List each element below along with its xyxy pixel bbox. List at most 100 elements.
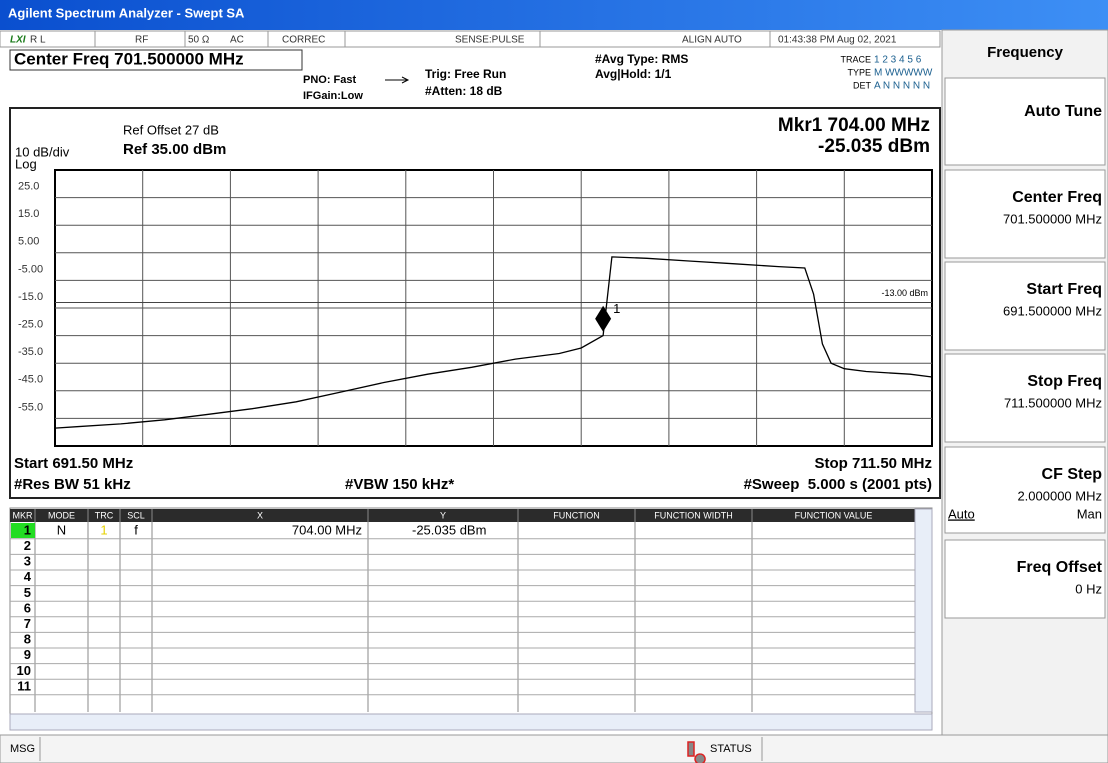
scale-type: Log bbox=[15, 156, 37, 171]
ref-offset: Ref Offset 27 dB bbox=[123, 122, 219, 137]
table-cell: 1 bbox=[100, 522, 107, 537]
message-bar bbox=[0, 734, 1108, 763]
table-cell: 4 bbox=[24, 569, 32, 584]
softkey[interactable] bbox=[944, 353, 1106, 443]
status-rf: RF bbox=[135, 35, 148, 46]
trace bbox=[54, 256, 933, 429]
avg-hold: Avg|Hold: 1/1 bbox=[595, 67, 672, 81]
status-correc: CORREC bbox=[282, 35, 325, 46]
softkey-option: Man bbox=[1077, 506, 1102, 521]
marker-readout-level: -25.035 dBm bbox=[818, 136, 930, 157]
trace-det_label: DET bbox=[853, 80, 872, 90]
center-freq: Center Freq 701.500000 MHz bbox=[14, 49, 244, 68]
status-icon bbox=[687, 741, 706, 763]
softkey-value: 701.500000 MHz bbox=[1003, 211, 1102, 226]
softkey[interactable] bbox=[944, 446, 1106, 534]
center-freq-box bbox=[9, 49, 303, 71]
status-bar bbox=[0, 30, 941, 48]
display-line-label: -13.00 dBm bbox=[881, 288, 928, 298]
softkey-value: 691.500000 MHz bbox=[1003, 303, 1102, 318]
status-label: STATUS bbox=[710, 743, 752, 755]
trace-det_vals: A N N N N N bbox=[874, 81, 930, 92]
avg-type: #Avg Type: RMS bbox=[595, 52, 688, 66]
y-tick-label: 15.0 bbox=[18, 208, 39, 220]
y-tick-label: -55.0 bbox=[18, 401, 43, 413]
stop-freq: Stop 711.50 MHz bbox=[814, 455, 932, 472]
marker-diamond bbox=[595, 305, 612, 332]
status-align: ALIGN AUTO bbox=[682, 35, 742, 46]
marker-label: 1 bbox=[613, 301, 620, 316]
status-impedance: 50 Ω bbox=[188, 35, 210, 46]
table-cell: 9 bbox=[24, 647, 31, 662]
status-sense: SENSE:PULSE bbox=[455, 35, 525, 46]
table-cell: 8 bbox=[24, 632, 31, 647]
msg-label: MSG bbox=[10, 743, 35, 755]
y-tick-label: -45.0 bbox=[18, 374, 43, 386]
atten: #Atten: 18 dB bbox=[425, 84, 503, 98]
table-header-cell: MKR bbox=[13, 510, 34, 520]
y-tick-label: -25.0 bbox=[18, 319, 43, 331]
softkey-value: 711.500000 MHz bbox=[1004, 395, 1102, 410]
table-cell: 2 bbox=[24, 538, 31, 553]
status-datetime: 01:43:38 PM Aug 02, 2021 bbox=[778, 35, 897, 46]
softkey-label: Stop Freq bbox=[1027, 373, 1102, 390]
softkey-label: Center Freq bbox=[1012, 189, 1102, 206]
softkey[interactable] bbox=[944, 77, 1106, 166]
rbw: #Res BW 51 kHz bbox=[14, 476, 131, 493]
menu-title: Frequency bbox=[987, 44, 1064, 61]
table-header-cell: FUNCTION WIDTH bbox=[654, 510, 733, 520]
table-cell: 11 bbox=[17, 678, 31, 693]
table-header-cell: Y bbox=[440, 510, 446, 520]
table-cell: f bbox=[134, 522, 138, 537]
table-cell: 1 bbox=[24, 522, 31, 537]
vbw: #VBW 150 kHz* bbox=[345, 476, 454, 493]
scale: 10 dB/div bbox=[15, 144, 70, 159]
table-cell: 704.00 MHz bbox=[292, 522, 362, 537]
trace-type_vals: M WWWWW bbox=[874, 68, 933, 79]
ref-level: Ref 35.00 dBm bbox=[123, 141, 226, 158]
sweep: #Sweep 5.000 s (2001 pts) bbox=[744, 476, 932, 493]
trace-trace_label: TRACE bbox=[840, 54, 871, 64]
table-cell: 7 bbox=[24, 616, 31, 631]
softkey-label: Start Freq bbox=[1026, 281, 1102, 298]
softkey-option: Auto bbox=[948, 506, 975, 521]
table-scrollbar bbox=[914, 508, 933, 713]
table-cell: -25.035 dBm bbox=[412, 522, 486, 537]
table-header-cell: SCL bbox=[127, 510, 145, 520]
softkey-value: 0 Hz bbox=[1075, 581, 1102, 596]
status-logo: LXI bbox=[10, 35, 26, 46]
table-cell: N bbox=[57, 522, 66, 537]
y-tick-label: -5.00 bbox=[18, 263, 43, 275]
table-cell: 6 bbox=[24, 600, 31, 615]
y-tick-label: 5.00 bbox=[18, 236, 39, 248]
window-title: Agilent Spectrum Analyzer - Swept SA bbox=[8, 5, 245, 20]
selected-marker-cell bbox=[11, 523, 35, 538]
softkey-label: Freq Offset bbox=[1017, 559, 1103, 576]
softkey[interactable] bbox=[944, 539, 1106, 619]
softkey[interactable] bbox=[944, 169, 1106, 259]
softkey-value: 2.000000 MHz bbox=[1017, 488, 1102, 503]
pno: PNO: Fast bbox=[303, 74, 357, 86]
h-scrollbar bbox=[9, 713, 933, 731]
marker-table bbox=[9, 507, 933, 731]
softkey[interactable] bbox=[944, 261, 1106, 351]
y-tick-label: -15.0 bbox=[18, 291, 43, 303]
softkey-label: CF Step bbox=[1042, 466, 1103, 483]
table-header bbox=[10, 509, 915, 522]
trace-type_label: TYPE bbox=[847, 67, 871, 77]
table-header-cell: FUNCTION bbox=[553, 510, 600, 520]
y-tick-label: 25.0 bbox=[18, 181, 39, 193]
start-freq: Start 691.50 MHz bbox=[14, 455, 133, 472]
ifgain: IFGain:Low bbox=[303, 90, 363, 102]
marker-readout-freq: Mkr1 704.00 MHz bbox=[778, 115, 930, 136]
status-rl: R L bbox=[30, 35, 46, 46]
y-tick-label: -35.0 bbox=[18, 346, 43, 358]
status-coupling: AC bbox=[230, 35, 244, 46]
table-header-cell: TRC bbox=[95, 510, 114, 520]
table-header-cell: FUNCTION VALUE bbox=[795, 510, 873, 520]
softkey-label: Auto Tune bbox=[1024, 103, 1102, 120]
trace-trace_nums: 1 2 3 4 5 6 bbox=[874, 55, 922, 66]
arrow-icon bbox=[385, 76, 410, 84]
